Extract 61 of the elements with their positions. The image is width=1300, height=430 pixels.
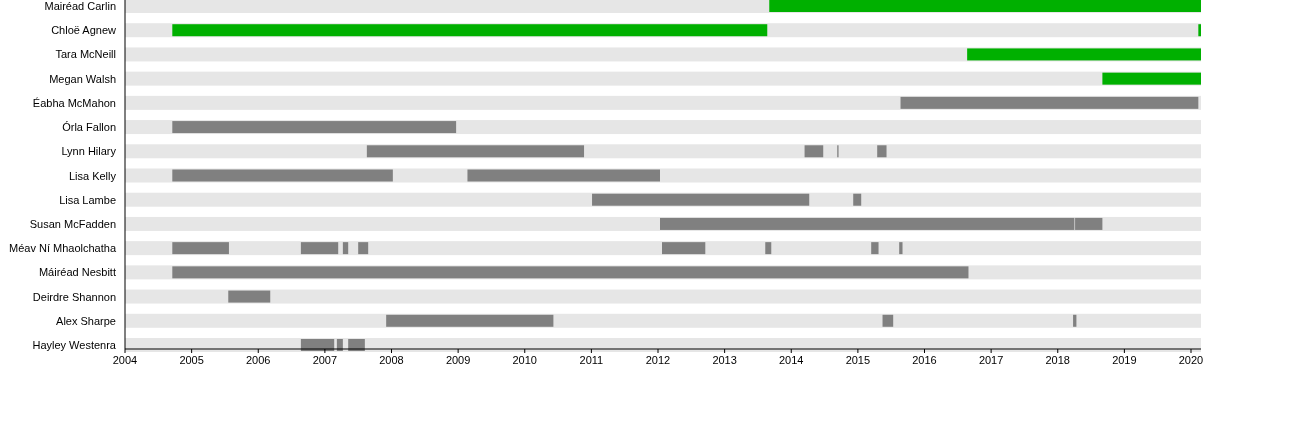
y-tick-label: Lisa Lambe <box>59 193 116 206</box>
x-tick-label: 2016 <box>912 354 937 366</box>
x-tick-label: 2009 <box>445 354 471 366</box>
y-tick-label: Éabha McMahon <box>32 96 116 109</box>
x-tick-label: 2006 <box>246 354 271 366</box>
x-tick-label: 2020 <box>1178 354 1204 366</box>
x-tick-label: 2019 <box>1112 354 1137 366</box>
y-tick-label: Tara McNeill <box>55 48 116 61</box>
bar <box>366 145 585 158</box>
bar <box>592 193 810 206</box>
bar <box>467 169 660 182</box>
bar <box>900 96 1199 109</box>
bar <box>804 145 824 158</box>
x-tick-label: 2013 <box>712 354 737 366</box>
x-tick-label: 2010 <box>512 354 537 366</box>
bar <box>967 48 1201 61</box>
bar <box>765 242 772 255</box>
y-tick-label: Mairéad Carlin <box>44 0 116 12</box>
bar <box>172 242 229 255</box>
bar <box>877 145 887 158</box>
bar <box>125 71 1201 86</box>
bar <box>172 266 969 279</box>
bar <box>871 242 879 255</box>
y-tick-label: Deirdre Shannon <box>32 290 116 303</box>
x-tick-label: 2005 <box>179 354 204 366</box>
x-tick-label: 2004 <box>112 354 138 366</box>
x-tick-label: 2015 <box>845 354 871 366</box>
x-tick-label: 2012 <box>645 354 671 366</box>
bar <box>172 24 768 37</box>
x-tick-label: 2018 <box>1045 354 1070 366</box>
bar <box>882 314 894 327</box>
bar <box>300 242 339 255</box>
y-tick-label: Hayley Westenra <box>32 339 117 351</box>
y-tick-label: Lisa Kelly <box>68 169 117 182</box>
x-tick-label: 2011 <box>579 354 604 366</box>
y-tick-label: Megan Walsh <box>49 72 116 85</box>
bar <box>342 242 349 255</box>
bar <box>228 290 271 303</box>
x-tick-label: 2017 <box>978 354 1004 366</box>
bar <box>172 169 393 182</box>
x-tick-label: 2008 <box>379 354 404 366</box>
bar <box>662 242 706 255</box>
bar <box>386 314 554 327</box>
bar <box>125 289 1201 304</box>
x-tick-label: 2007 <box>312 354 338 366</box>
y-tick-label: Lynn Hilary <box>61 145 117 158</box>
bar <box>1102 72 1201 85</box>
bar <box>1198 24 1201 37</box>
y-tick-label: Alex Sharpe <box>56 314 116 327</box>
bar <box>853 193 862 206</box>
y-tick-label: Órla Fallon <box>62 121 116 134</box>
x-tick-label: 2014 <box>779 354 804 366</box>
y-tick-label: Máiréad Nesbitt <box>38 266 116 279</box>
bar <box>899 242 903 255</box>
bar <box>172 121 457 134</box>
y-tick-label: Susan McFadden <box>29 217 116 230</box>
bar <box>1073 314 1077 327</box>
y-tick-label: Méav Ní Mhaolchatha <box>9 242 117 255</box>
y-tick-label: Chloë Agnew <box>51 24 117 37</box>
bar <box>358 242 369 255</box>
bar <box>769 0 1201 12</box>
